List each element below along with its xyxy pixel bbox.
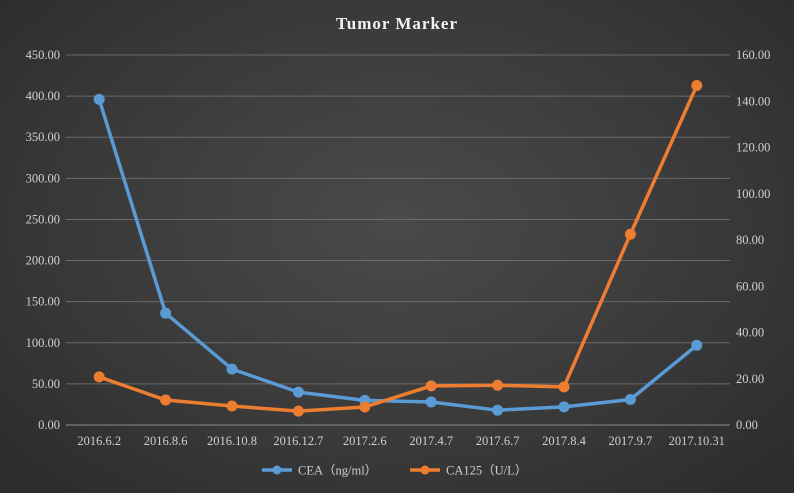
legend-label: CEA（ng/ml） xyxy=(298,464,377,478)
data-point xyxy=(492,379,504,391)
data-point xyxy=(691,339,703,351)
legend-item: CEA（ng/ml） xyxy=(262,464,377,478)
x-tick-label: 2017.2.6 xyxy=(343,434,387,448)
data-point xyxy=(160,307,172,319)
x-tick-label: 2016.10.8 xyxy=(207,434,257,448)
data-point xyxy=(558,401,570,413)
data-point xyxy=(292,386,304,398)
data-point xyxy=(359,401,371,413)
left-tick-label: 450.00 xyxy=(26,48,60,62)
legend-item: CA125（U/L） xyxy=(410,464,527,478)
right-axis-ticks: 0.00 20.00 40.00 60.00 80.00 100.00 120.00 140.… xyxy=(736,48,770,432)
x-tick-label: 2017.8.4 xyxy=(542,434,587,448)
right-tick-label: 120.00 xyxy=(736,141,770,155)
right-tick-label: 20.00 xyxy=(736,372,764,386)
right-tick-label: 0.00 xyxy=(736,418,758,432)
series-cea xyxy=(93,93,703,416)
data-point xyxy=(558,381,570,393)
series-line xyxy=(98,84,699,413)
series-line xyxy=(97,98,698,412)
gridlines xyxy=(66,54,730,426)
x-tick-label: 2017.4.7 xyxy=(409,434,453,448)
legend-swatch-marker xyxy=(420,465,430,475)
x-tick-label: 2016.12.7 xyxy=(273,434,323,448)
data-point xyxy=(425,396,437,408)
right-tick-label: 140.00 xyxy=(736,94,770,108)
x-axis-ticks: 2016.6.2 2016.8.6 2016.10.8 2016.12.7 2017.2… xyxy=(77,434,725,448)
data-point xyxy=(492,404,504,416)
right-tick-label: 160.00 xyxy=(736,48,770,62)
left-tick-label: 250.00 xyxy=(26,212,60,226)
data-point xyxy=(226,400,238,412)
right-tick-label: 80.00 xyxy=(736,233,764,247)
x-tick-label: 2017.6.7 xyxy=(476,434,520,448)
left-tick-label: 400.00 xyxy=(26,89,60,103)
series-layer xyxy=(93,80,703,417)
x-tick-label: 2017.10.31 xyxy=(669,434,725,448)
data-point xyxy=(691,80,703,92)
data-point xyxy=(425,380,437,392)
data-point xyxy=(160,394,172,406)
data-point xyxy=(624,228,636,240)
left-tick-label: 300.00 xyxy=(26,171,60,185)
left-tick-label: 200.00 xyxy=(26,254,60,268)
right-tick-label: 100.00 xyxy=(736,187,770,201)
data-point xyxy=(226,363,238,375)
left-tick-label: 350.00 xyxy=(26,130,60,144)
left-tick-label: 100.00 xyxy=(26,336,60,350)
data-point xyxy=(93,371,105,383)
legend-swatch-marker xyxy=(272,465,282,475)
data-point xyxy=(292,405,304,417)
legend-label: CA125（U/L） xyxy=(446,464,527,478)
legend: CEA（ng/ml） CA125（U/L） xyxy=(262,464,527,478)
left-tick-label: 150.00 xyxy=(26,295,60,309)
data-point xyxy=(93,93,105,105)
left-axis-ticks: 0.00 50.00 100.00 150.00 200.00 250.00 300.00 3… xyxy=(26,48,60,432)
left-tick-label: 0.00 xyxy=(38,418,60,432)
data-point xyxy=(624,394,636,406)
series-ca125 xyxy=(93,80,703,417)
x-tick-label: 2017.9.7 xyxy=(609,434,653,448)
x-tick-label: 2016.8.6 xyxy=(144,434,188,448)
chart-title: Tumor Marker xyxy=(336,14,458,33)
x-tick-label: 2016.6.2 xyxy=(77,434,121,448)
right-tick-label: 40.00 xyxy=(736,326,764,340)
right-tick-label: 60.00 xyxy=(736,279,764,293)
left-tick-label: 50.00 xyxy=(32,377,60,391)
